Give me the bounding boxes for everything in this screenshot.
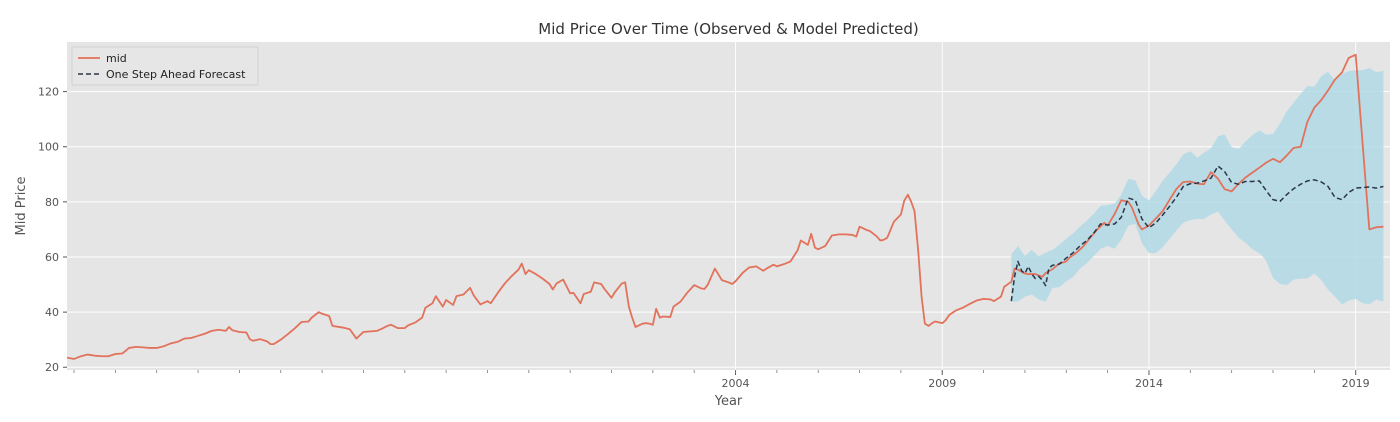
series-layer: [67, 53, 1384, 360]
x-axis-label: Year: [714, 394, 743, 409]
x-tick-label: 2019: [1342, 377, 1370, 390]
y-tick-label: 100: [38, 141, 59, 154]
mid-line: [67, 53, 1384, 360]
forecast-line: [1010, 165, 1384, 302]
y-tick-label: 20: [45, 361, 59, 374]
axis-layer: 20 40 60 80 100 120 2004 2009 2014 2019: [38, 86, 1370, 390]
y-tick-label: 80: [45, 196, 59, 209]
legend-label: One Step Ahead Forecast: [106, 68, 246, 81]
y-axis-label: Mid Price: [14, 177, 29, 236]
legend-label: mid: [106, 52, 127, 65]
legend-box: [71, 46, 259, 86]
x-tick-label: 2009: [928, 377, 956, 390]
legend: mid One Step Ahead Forecast: [71, 46, 259, 86]
x-tick-label: 2004: [722, 377, 750, 390]
y-tick-label: 60: [45, 251, 59, 264]
confidence-band: [1011, 67, 1384, 305]
y-tick-label: 40: [45, 306, 59, 319]
x-tick-label: 2014: [1135, 377, 1163, 390]
chart-title: Mid Price Over Time (Observed & Model Pr…: [538, 20, 918, 38]
y-tick-label: 120: [38, 86, 59, 99]
confidence-band-layer: [1011, 67, 1384, 305]
